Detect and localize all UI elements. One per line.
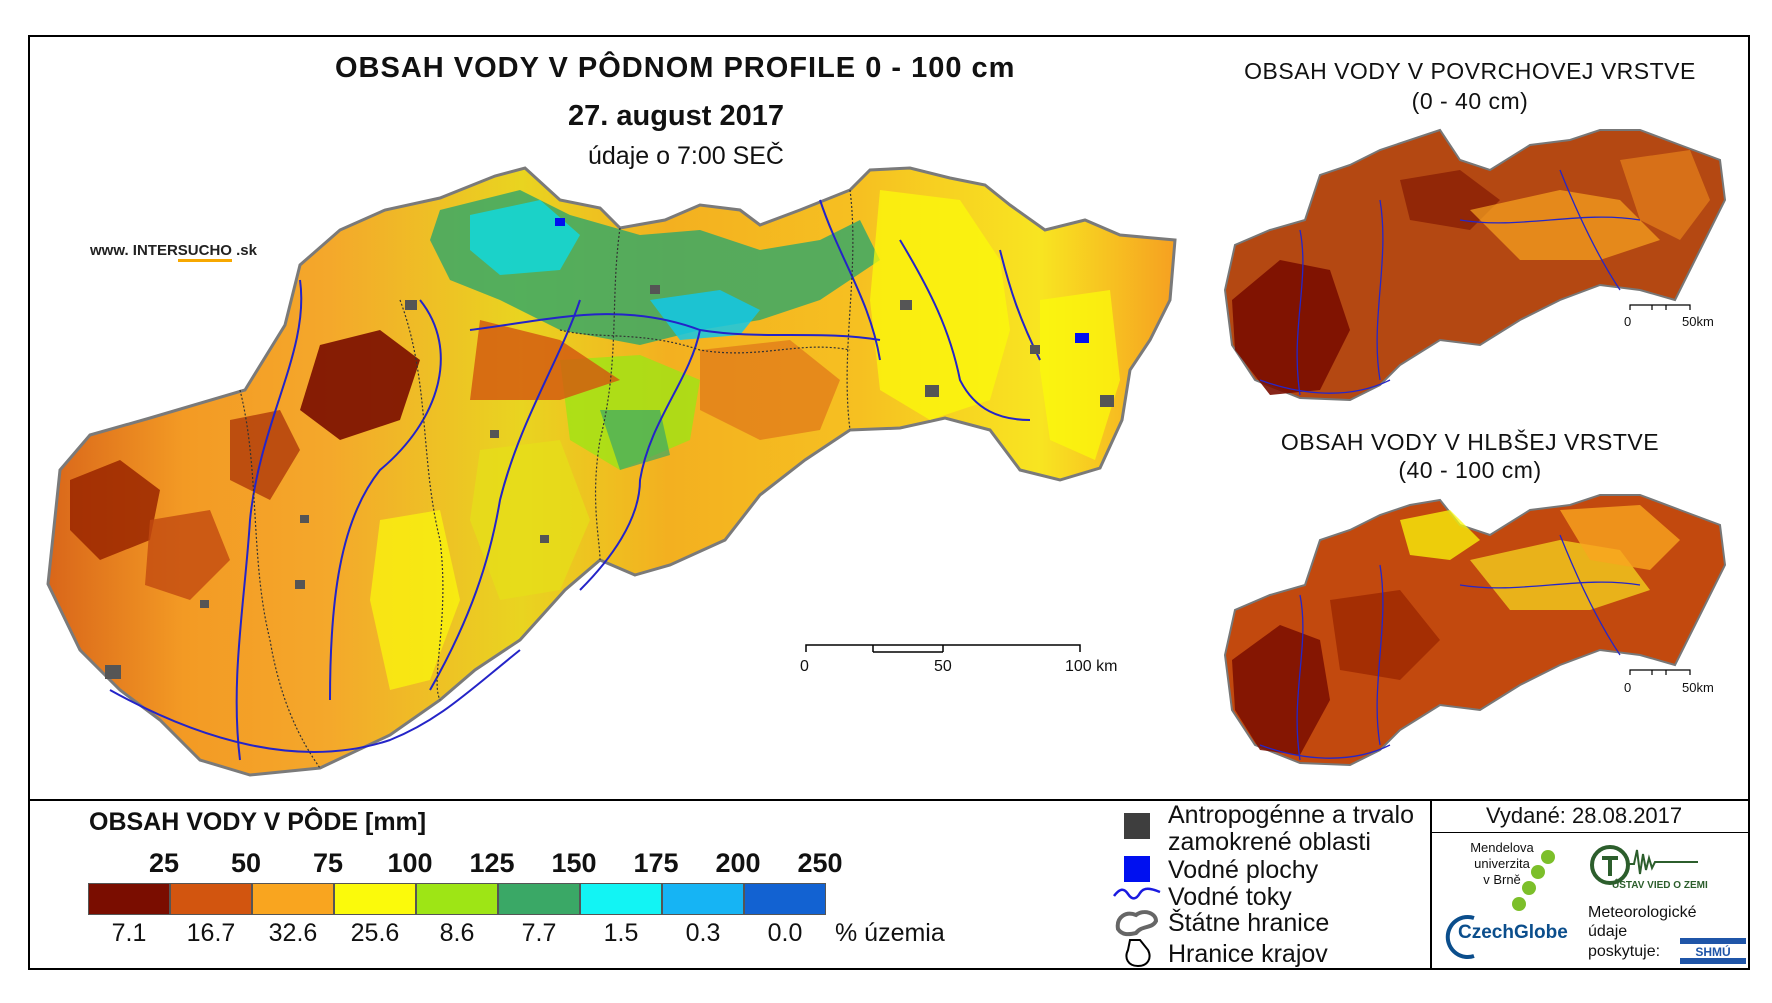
inset-bottom-scale-0: 0 <box>1624 680 1632 695</box>
legend-percent: 7.1 <box>111 919 147 947</box>
inset-bottom-range: (40 - 100 cm) <box>1398 457 1542 483</box>
legend-threshold: 125 <box>469 848 515 878</box>
gray-square-icon <box>1124 813 1150 839</box>
map-subtitle: údaje o 7:00 SEČ <box>588 142 784 170</box>
river-line-icon <box>1113 887 1161 900</box>
main-scale-100: 100 km <box>1065 658 1118 675</box>
inset-bottom-scale-50: 50km <box>1682 680 1714 695</box>
legend-percent: 0.3 <box>685 919 721 947</box>
main-scale-50: 50 <box>934 658 952 675</box>
blue-square-icon <box>1124 856 1150 882</box>
region-border-icon <box>1125 939 1151 968</box>
website-link[interactable]: www. INTERSUCHO .sk <box>90 242 257 262</box>
inset-top-scale-50: 50km <box>1682 314 1714 329</box>
legend-threshold: 200 <box>715 848 761 878</box>
issued-date: Vydané: 28.08.2017 <box>1486 803 1683 828</box>
legend-percent: 16.7 <box>186 919 236 947</box>
map-title: OBSAH VODY V PÔDNOM PROFILE 0 - 100 cm <box>335 52 1016 84</box>
legend-divider <box>28 799 1750 801</box>
shmu-logo: SHMÚ <box>1680 938 1746 964</box>
legend-percent: 0.0 <box>767 919 803 947</box>
main-scale-0: 0 <box>800 658 809 675</box>
legend-percent: 32.6 <box>268 919 318 947</box>
symbol-label-anthropogenic-2: zamokrené oblasti <box>1168 828 1371 856</box>
legend-threshold: 75 <box>312 848 344 878</box>
inset-bottom-title: OBSAH VODY V HLBŠEJ VRSTVE <box>1280 429 1660 455</box>
map-date: 27. august 2017 <box>568 100 784 132</box>
legend-percent: 7.7 <box>521 919 557 947</box>
symbol-label-region-border: Hranice krajov <box>1168 940 1328 968</box>
symbol-label-anthropogenic: Antropogénne a trvalo <box>1168 801 1415 829</box>
legend-swatch <box>662 883 744 915</box>
legend-threshold: 175 <box>633 848 679 878</box>
symbol-label-state-border: Štátne hranice <box>1168 909 1330 937</box>
svg-text:SHMÚ: SHMÚ <box>1695 944 1730 959</box>
logo-divider <box>1430 799 1432 970</box>
legend-threshold: 100 <box>387 848 433 878</box>
inset-top-scale-0: 0 <box>1624 314 1632 329</box>
legend-swatch <box>334 883 416 915</box>
percent-unit: % územia <box>835 919 945 947</box>
legend-threshold: 150 <box>551 848 597 878</box>
map-frame <box>28 35 1750 970</box>
legend-threshold: 25 <box>148 848 180 878</box>
legend-percent: 25.6 <box>350 919 400 947</box>
symbol-label-rivers: Vodné toky <box>1168 883 1292 911</box>
legend-percent: 1.5 <box>603 919 639 947</box>
legend-swatch <box>170 883 252 915</box>
legend-swatch <box>580 883 662 915</box>
legend-threshold: 250 <box>797 848 843 878</box>
legend-title: OBSAH VODY V PÔDE [mm] <box>89 808 427 836</box>
legend-swatch <box>252 883 334 915</box>
legend-swatch <box>744 883 826 915</box>
inset-top-range: (0 - 40 cm) <box>1411 88 1529 114</box>
legend-swatch <box>416 883 498 915</box>
legend-percent: 8.6 <box>439 919 475 947</box>
issued-divider <box>1430 832 1750 833</box>
legend-threshold: 50 <box>230 848 262 878</box>
state-border-icon <box>1115 910 1159 937</box>
legend-swatch <box>498 883 580 915</box>
inset-top-title: OBSAH VODY V POVRCHOVEJ VRSTVE <box>1244 58 1696 84</box>
symbol-label-water-bodies: Vodné plochy <box>1168 856 1319 884</box>
legend-swatch <box>88 883 170 915</box>
